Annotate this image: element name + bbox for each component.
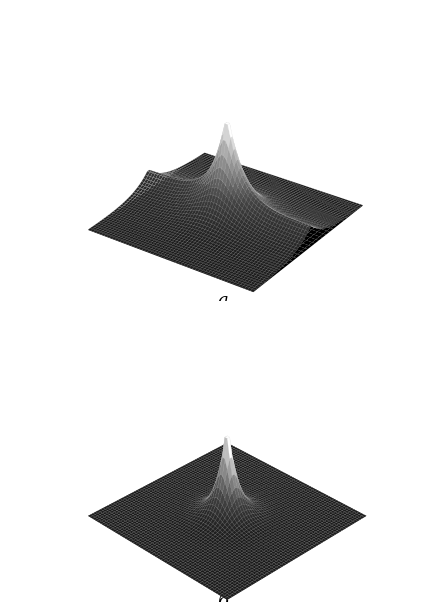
Text: a: a [218, 292, 228, 310]
Text: б: б [218, 593, 228, 602]
